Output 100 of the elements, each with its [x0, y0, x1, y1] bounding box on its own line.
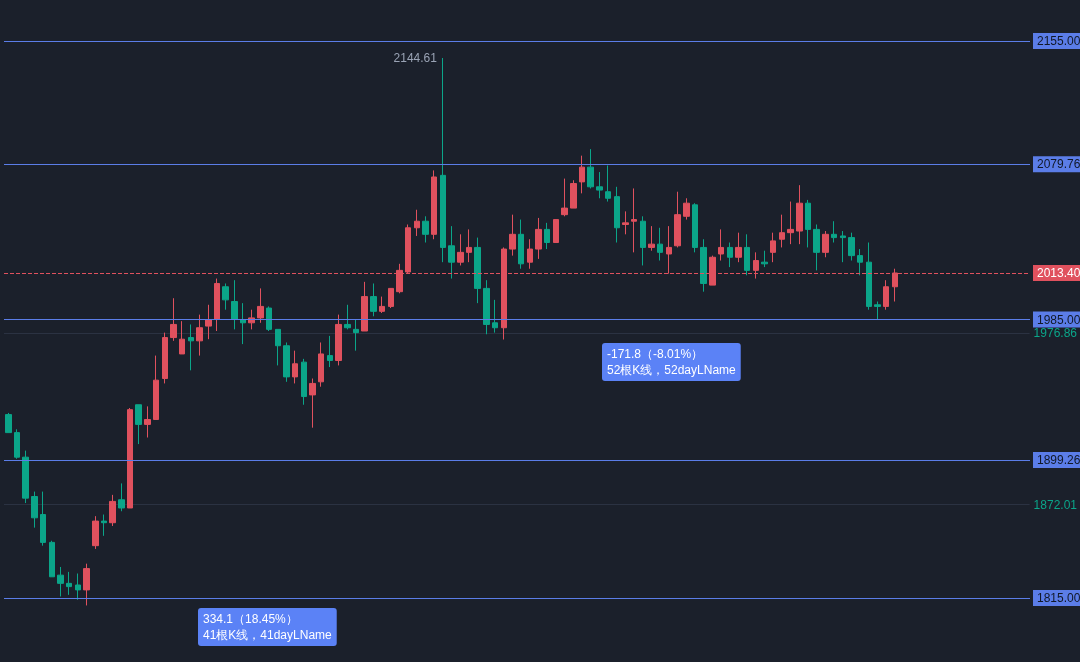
candlestick: [196, 314, 203, 357]
candlestick: [883, 279, 889, 311]
y-tick-label: 1872.01: [1033, 497, 1078, 512]
candlestick: [222, 282, 229, 311]
candlestick: [309, 378, 316, 429]
candlestick: [787, 201, 794, 245]
candlestick: [109, 494, 116, 527]
candlestick: [431, 169, 437, 240]
candlestick: [857, 248, 863, 276]
candlestick: [744, 233, 750, 276]
candlestick: [57, 566, 64, 597]
candlestick: [674, 191, 681, 248]
candlestick: [162, 332, 168, 384]
candlestick: [135, 404, 142, 445]
candlestick: [440, 57, 446, 263]
candlestick: [75, 573, 81, 601]
candlestick: [214, 278, 220, 332]
candlestick: [614, 186, 620, 244]
candlestick: [257, 287, 264, 324]
candlestick: [796, 184, 803, 245]
candlestick: [813, 223, 820, 271]
ref-line-label: 1985.00: [1037, 312, 1080, 327]
candlestick: [275, 328, 281, 366]
candlestick: [657, 227, 663, 262]
candlestick: [422, 215, 429, 244]
candlestick: [414, 209, 420, 237]
ref-line-label: 1815.00: [1037, 591, 1080, 606]
candlestick: [535, 217, 542, 260]
candlestick: [692, 202, 698, 253]
annotation: 334.1（18.45%） 41根K线，41dayLName: [203, 612, 333, 642]
candlestick: [622, 210, 629, 235]
candlestick: [831, 220, 837, 244]
candlestick: [335, 314, 342, 366]
candlestick: [466, 228, 472, 263]
candlestick: [587, 148, 594, 189]
candlestick: [66, 571, 72, 596]
candlestick: [509, 214, 516, 257]
candlestick: [779, 214, 785, 248]
candlestick: [605, 165, 611, 203]
candlestick: [561, 178, 568, 217]
candlestick: [848, 232, 855, 262]
candlestick: [101, 514, 107, 537]
candlestick: [761, 250, 768, 268]
ref-line-label: 2079.76: [1037, 157, 1080, 172]
candlestick: [22, 450, 29, 504]
candlestick: [700, 238, 707, 293]
candlestick: [448, 225, 455, 280]
candlestick: [327, 335, 333, 368]
candlestick: [379, 296, 385, 314]
candlestick: [318, 341, 324, 388]
candlestick: [727, 242, 733, 268]
candlestick: [718, 228, 724, 262]
candlestick: [822, 230, 829, 258]
candlestick: [631, 187, 637, 253]
candlestick: [527, 238, 533, 270]
candlestick: [14, 428, 20, 460]
candlestick: [518, 219, 524, 270]
candlestick: [544, 222, 550, 250]
candlestick: [370, 282, 377, 317]
candlestick: [92, 515, 99, 550]
candlestick: [40, 491, 46, 547]
candlestick: [596, 171, 603, 199]
candlestick: [283, 341, 290, 383]
candlestick: [301, 358, 307, 406]
candlestick: [179, 320, 185, 355]
candlestick: [735, 232, 742, 263]
candlestick: [240, 302, 246, 345]
candlestick: [474, 237, 481, 304]
candlestick: [492, 299, 498, 334]
candlestick: [118, 482, 125, 512]
candlestick: [170, 297, 177, 342]
candlestick: [153, 355, 159, 420]
ref-line-label: 2155.00: [1037, 33, 1080, 48]
candlestick: [83, 563, 90, 606]
candlestick: [805, 199, 811, 248]
candlestick: [266, 305, 272, 332]
candlestick: [648, 225, 655, 252]
candlestick: [205, 304, 212, 340]
candlestick: [292, 350, 298, 384]
candlestick: [144, 405, 151, 439]
candlestick: [640, 215, 646, 266]
ref-line-label: 2013.40: [1037, 265, 1080, 280]
y-tick-label: 1976.86: [1033, 325, 1078, 340]
candlestick: [579, 155, 585, 194]
candlestick: [770, 232, 776, 263]
candlestick: [570, 179, 577, 209]
candlestick: [388, 287, 394, 309]
annotation: 2144.61: [393, 50, 438, 65]
candlestick: [344, 304, 351, 330]
candlestick: [188, 323, 194, 371]
candlestick: [483, 279, 490, 335]
candlestick: [353, 319, 359, 352]
candlestick: [457, 233, 464, 266]
candlestick: [231, 279, 238, 330]
candlestick: [5, 412, 12, 434]
annotation: -171.8（-8.01%） 52根K线，52dayLName: [607, 347, 737, 377]
candlestick: [683, 197, 690, 221]
candlestick: [49, 540, 55, 578]
ref-line-label: 1899.26: [1037, 453, 1080, 468]
candlestick: [553, 219, 559, 244]
